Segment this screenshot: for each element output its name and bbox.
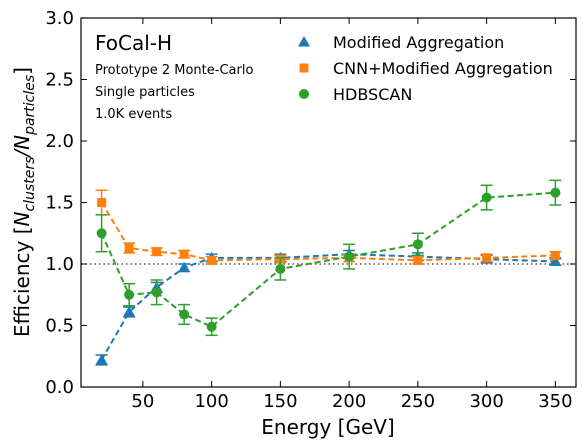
data-point — [179, 249, 189, 259]
y-title-num-sub: clusters — [22, 157, 38, 212]
x-tick-label: 150 — [263, 391, 297, 412]
x-tick-label: 250 — [401, 391, 435, 412]
legend-marker — [299, 63, 309, 73]
x-tick-label: 50 — [131, 391, 154, 412]
series-layer — [95, 179, 562, 366]
y-tick-label: 1.0 — [45, 254, 74, 275]
y-tick-label: 0.0 — [45, 377, 74, 398]
data-point — [550, 187, 561, 198]
annotation-title: FoCal-H — [95, 31, 172, 55]
annotation-line-1: Prototype 2 Monte-Carlo — [95, 63, 253, 78]
x-tick-label: 100 — [194, 391, 228, 412]
series-2 — [95, 179, 562, 337]
legend-marker — [298, 36, 310, 47]
annotation-line-2: Single particles — [95, 85, 195, 100]
y-title-num: N — [10, 212, 34, 227]
series-1 — [95, 189, 562, 265]
y-title-post: ] — [10, 67, 34, 75]
data-point — [96, 228, 107, 239]
y-tick-label: 2.0 — [45, 131, 74, 152]
y-tick-label: 3.0 — [45, 8, 74, 29]
data-point — [549, 255, 562, 267]
data-point — [124, 289, 135, 300]
data-point — [207, 255, 217, 265]
x-tick-label: 200 — [332, 391, 366, 412]
y-title-slash: / — [10, 148, 34, 159]
data-point — [412, 239, 423, 250]
data-point — [151, 287, 162, 298]
data-point — [178, 261, 191, 273]
y-title-den-sub: particles — [22, 75, 38, 136]
ticks-layer: 50 100 150 200 250 300 350 0.0 0.5 1.0 1.5 2.0 2.5 3.… — [45, 8, 576, 412]
series-line — [100, 201, 556, 262]
series-line — [100, 253, 556, 361]
annotation-line-3: 1.0K events — [95, 107, 172, 122]
y-axis-title: Efficiency [Nclusters/Nparticles] — [10, 67, 38, 337]
y-title-pre: Efficiency [ — [10, 227, 34, 338]
series-line — [100, 191, 556, 328]
annotation-block: FoCal-H Prototype 2 Monte-Carlo Single p… — [95, 31, 253, 122]
data-point — [550, 250, 560, 260]
data-point — [481, 192, 492, 203]
data-point — [275, 263, 286, 274]
data-point — [344, 251, 355, 262]
data-point — [179, 309, 190, 320]
data-point — [95, 353, 108, 365]
data-point — [413, 255, 423, 265]
legend-label: CNN+Modified Aggregation — [333, 59, 553, 78]
series-0 — [95, 248, 562, 366]
data-point — [152, 247, 162, 257]
legend: Modified Aggregation CNN+Modified Aggrega… — [298, 33, 553, 104]
legend-label: HDBSCAN — [333, 85, 412, 104]
legend-marker — [299, 89, 309, 99]
y-tick-label: 2.5 — [45, 70, 74, 91]
y-tick-label: 0.5 — [45, 316, 74, 337]
data-point — [206, 321, 217, 332]
y-title-den: N — [10, 135, 34, 150]
x-tick-label: 300 — [469, 391, 503, 412]
data-point — [123, 305, 136, 317]
data-point — [482, 253, 492, 263]
data-point — [97, 198, 107, 207]
data-point — [124, 243, 134, 253]
x-tick-label: 350 — [538, 391, 572, 412]
x-axis-title: Energy [GeV] — [261, 415, 394, 439]
legend-label: Modified Aggregation — [333, 33, 504, 52]
y-tick-label: 1.5 — [45, 193, 74, 214]
